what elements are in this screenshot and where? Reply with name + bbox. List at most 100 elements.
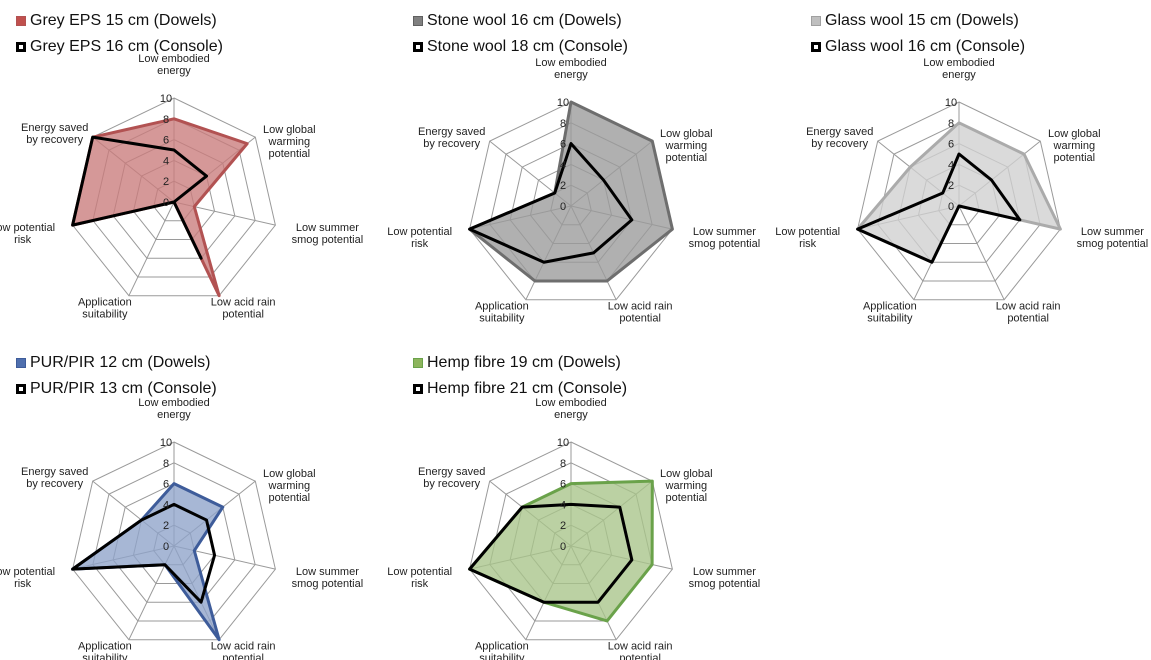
legend-swatch [413,358,423,368]
axis-label: Low acid rain potential [996,301,1061,325]
axis-label: Low embodied energy [138,53,210,77]
tick-label: 8 [560,118,566,130]
series-area [468,100,674,283]
tick-label: 0 [163,197,169,209]
legend-label: Glass wool 16 cm (Console) [825,38,1026,55]
legend-label: PUR/PIR 13 cm (Console) [30,380,217,397]
series-line [468,142,634,264]
radar-chart: 0 2 4 6 8 10 Low embodied energy Low global warmi… [387,397,760,660]
radar-chart: 0 2 4 6 8 10 Low embodied energy Low global warmi… [0,397,364,660]
spoke-line [958,205,1005,300]
tick-label: 4 [560,499,566,511]
legend-item: Grey EPS 15 cm (Dowels) [16,8,223,34]
legend-swatch [413,384,423,394]
axis-label: Low summer smog potential [292,566,364,590]
series-line [71,502,217,604]
legend-item: Grey EPS 16 cm (Console) [16,34,223,60]
radar-panel-stone-wool: Stone wool 16 cm (Dowels) Stone wool 18 … [387,8,773,325]
legend-swatch [16,384,26,394]
radar-chart: 0 2 4 6 8 10 Low embodied energy Low global warmi… [387,57,760,325]
axis-label: Low acid rain potential [608,641,673,660]
legend-item: Glass wool 15 cm (Dowels) [811,8,1025,34]
tick-label: 4 [560,159,566,171]
legend-item: PUR/PIR 12 cm (Dowels) [16,350,217,376]
legend-label: PUR/PIR 12 cm (Dowels) [30,354,211,371]
series-line [468,502,634,604]
tick-label: 4 [163,155,169,167]
legend: Glass wool 15 cm (Dowels) Glass wool 16 … [811,8,1025,60]
axis-label: Low global warming potential [263,124,316,160]
legend-label: Glass wool 15 cm (Dowels) [825,12,1019,29]
tick-label: 4 [163,499,169,511]
axis-label: Application suitability [78,297,132,321]
radar-chart: 0 2 4 6 8 10 Low embodied energy Low global warmi… [775,57,1149,325]
tick-label: 0 [163,541,169,553]
legend-item: Glass wool 16 cm (Console) [811,34,1025,60]
tick-label: 0 [948,201,954,213]
tick-label: 6 [560,479,566,491]
tick-label: 0 [560,541,566,553]
axis-label: Low embodied energy [923,57,995,81]
tick-label: 8 [560,458,566,470]
tick-label: 2 [163,176,169,188]
axis-label: Application suitability [475,301,529,325]
tick-label: 2 [948,180,954,192]
tick-label: 10 [160,437,172,449]
legend-label: Hemp fibre 19 cm (Dowels) [427,354,621,371]
axis-label: Low embodied energy [535,57,607,81]
axis-label: Low embodied energy [535,397,607,421]
tick-label: 6 [163,479,169,491]
axis-label: Low global warming potential [660,468,713,504]
tick-label: 10 [160,93,172,105]
axis-label: Energy saved by recovery [418,126,485,150]
legend-item: Stone wool 16 cm (Dowels) [413,8,628,34]
axis-label: Application suitability [78,641,132,660]
tick-label: 6 [560,139,566,151]
series-line [71,135,209,260]
legend-swatch [16,16,26,26]
legend-swatch [413,42,423,52]
grid-ring [72,441,276,641]
axis-label: Low global warming potential [1048,128,1101,164]
axis-label: Energy saved by recovery [21,122,88,146]
legend-label: Grey EPS 15 cm (Dowels) [30,12,217,29]
grid-ring [857,101,1061,301]
legend-swatch [413,16,423,26]
radar-chart: 0 2 4 6 8 10 Low embodied energy Low global warmi… [0,53,364,321]
spoke-line [128,201,175,296]
axis-label: Application suitability [863,301,917,325]
legend-swatch [16,42,26,52]
axis-label: Energy saved by recovery [21,466,88,490]
legend-swatch [16,358,26,368]
tick-label: 2 [560,180,566,192]
legend-item: PUR/PIR 13 cm (Console) [16,376,217,402]
radar-panel-pur-pir: PUR/PIR 12 cm (Dowels) PUR/PIR 13 cm (Co… [0,350,376,660]
axis-label: Low acid rain potential [211,297,276,321]
legend-swatch [811,42,821,52]
axis-label: Low summer smog potential [292,222,364,246]
legend-item: Hemp fibre 19 cm (Dowels) [413,350,627,376]
legend: Grey EPS 15 cm (Dowels) Grey EPS 16 cm (… [16,8,223,60]
radar-panel-hemp-fibre: Hemp fibre 19 cm (Dowels) Hemp fibre 21 … [387,350,773,660]
legend-swatch [811,16,821,26]
axis-label: Low embodied energy [138,397,210,421]
tick-label: 10 [945,97,957,109]
axis-label: Low global warming potential [263,468,316,504]
legend-label: Hemp fibre 21 cm (Console) [427,380,628,397]
tick-label: 10 [557,437,569,449]
radar-panel-grey-eps: Grey EPS 15 cm (Dowels) Grey EPS 16 cm (… [0,8,376,321]
axis-label: Low global warming potential [660,128,713,164]
tick-label: 0 [560,201,566,213]
axis-label: Application suitability [475,641,529,660]
axis-label: Low summer smog potential [1077,226,1149,250]
legend: Stone wool 16 cm (Dowels) Stone wool 18 … [413,8,628,60]
tick-label: 8 [948,118,954,130]
axis-label: Energy saved by recovery [418,466,485,490]
tick-label: 8 [163,114,169,126]
grid-ring [469,441,673,641]
legend-label: Grey EPS 16 cm (Console) [30,38,223,55]
